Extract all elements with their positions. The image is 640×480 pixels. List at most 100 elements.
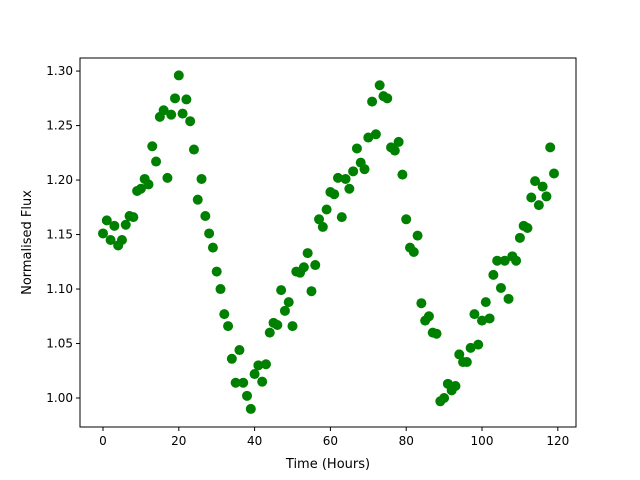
data-point [151,156,162,167]
data-point [484,313,495,324]
x-tick: 100 [471,427,494,448]
data-point [188,144,199,155]
data-point [514,232,525,243]
data-point [526,192,537,203]
data-point [348,166,359,177]
data-point [143,179,154,190]
data-point [367,96,378,107]
data-point [310,260,321,271]
x-tick: 20 [171,427,186,448]
data-point [439,393,450,404]
data-point [101,215,112,226]
data-point [549,168,560,179]
x-tick-label: 60 [323,434,338,448]
data-point [173,70,184,81]
data-point [223,321,234,332]
data-point [336,212,347,223]
data-point [332,172,343,183]
y-tick: 1.30 [46,64,80,78]
data-point [416,298,427,309]
data-point [412,230,423,241]
y-tick: 1.15 [46,228,80,242]
data-point [211,266,222,277]
x-tick-label: 40 [247,434,262,448]
data-point [488,269,499,280]
y-tick: 1.25 [46,119,80,133]
data-point [147,141,158,152]
y-tick-label: 1.10 [46,282,73,296]
y-tick-label: 1.00 [46,391,73,405]
data-point [166,109,177,120]
x-tick-label: 100 [471,434,494,448]
data-point [264,327,275,338]
data-point [105,234,116,245]
x-tick: 120 [546,427,569,448]
data-point [207,242,218,253]
data-point [238,377,249,388]
y-tick-label: 1.25 [46,119,73,133]
data-point [530,176,541,187]
data-point [473,339,484,350]
data-point [477,315,488,326]
data-point [109,220,120,231]
data-point [162,172,173,183]
data-point [397,169,408,180]
data-point [234,345,245,356]
data-point [260,359,271,370]
data-point [192,194,203,205]
y-tick-label: 1.15 [46,228,73,242]
data-point [283,297,294,308]
data-point [177,108,188,119]
data-point [287,321,298,332]
data-point [120,219,131,230]
x-tick: 0 [99,427,107,448]
data-point [185,116,196,127]
y-tick-label: 1.05 [46,337,73,351]
data-point [522,223,533,234]
data-point [363,132,374,143]
data-point [276,285,287,296]
x-tick: 60 [323,427,338,448]
data-point [370,129,381,140]
data-point [374,80,385,91]
data-point [306,286,317,297]
data-point [382,93,393,104]
data-point [204,228,215,239]
data-point [219,309,230,320]
data-point [200,211,211,222]
x-tick-label: 0 [99,434,107,448]
y-axis-label: Normalised Flux [20,190,35,295]
y-tick-label: 1.30 [46,64,73,78]
y-tick: 1.05 [46,337,80,351]
data-point [314,214,325,225]
data-point [98,228,109,239]
plot-frame [79,57,577,428]
x-tick: 80 [399,427,414,448]
data-point [249,369,260,380]
data-point [321,204,332,215]
data-point [401,214,412,225]
data-point [450,381,461,392]
x-tick-label: 20 [171,434,186,448]
data-point [329,189,340,200]
data-point [495,282,506,293]
x-tick-label: 80 [399,434,414,448]
data-point [158,105,169,116]
data-point [344,183,355,194]
x-tick: 40 [247,427,262,448]
data-point [170,93,181,104]
data-point [196,173,207,184]
data-point [351,143,362,154]
data-point [389,145,400,156]
points-layer [98,70,560,414]
data-point [503,293,514,304]
data-point [359,164,370,175]
y-axis: 1.00 1.05 1.10 1.15 1.20 1.25 1.30 [46,64,80,405]
data-point [242,390,253,401]
data-point [511,255,522,266]
data-point [317,221,328,232]
data-point [298,262,309,273]
x-axis-label: Time (Hours) [285,457,370,472]
data-point [492,255,503,266]
